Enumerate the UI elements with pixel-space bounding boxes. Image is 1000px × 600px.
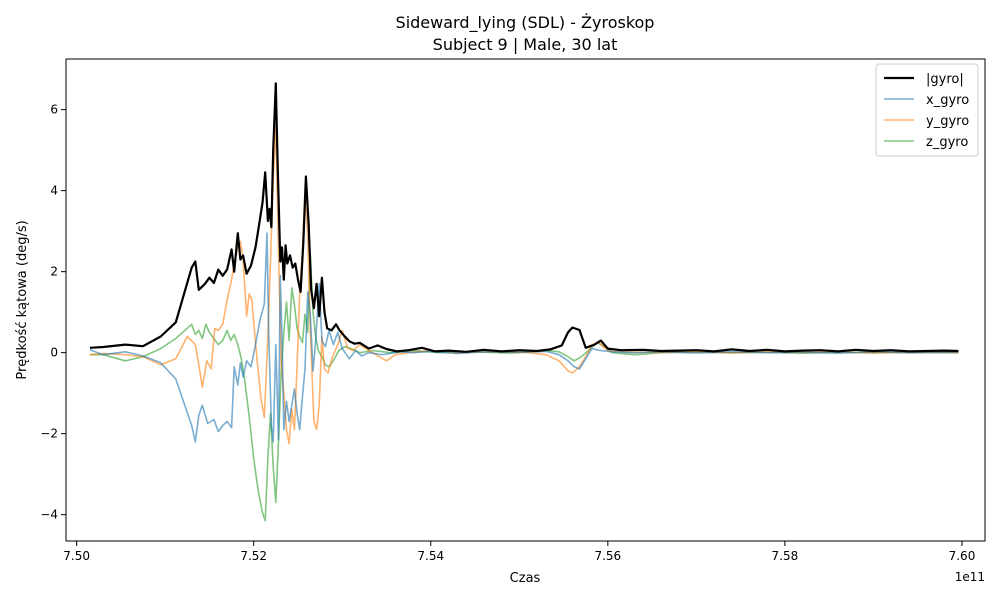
series-line-z_gyro <box>89 254 959 522</box>
y-tick-label: −4 <box>40 508 58 522</box>
legend: |gyro| x_gyro y_gyro z_gyro <box>875 63 979 157</box>
series-line-gyro <box>89 82 959 353</box>
x-tick-label: 7.50 <box>63 549 90 563</box>
legend-label: x_gyro <box>926 93 969 108</box>
y-tick-label: 6 <box>50 103 58 117</box>
y-axis-label: Prędkość kątowa (deg/s) <box>15 220 30 379</box>
plot-frame <box>65 58 986 542</box>
y-tick-label: 4 <box>50 184 58 198</box>
chart-title-line-1: Sideward_lying (SDL) - Żyroskop <box>396 13 655 33</box>
y-tick-label: 2 <box>50 265 58 279</box>
y-axis: −4 −2 0 2 4 6 <box>40 103 66 522</box>
series-line-x_gyro <box>89 232 959 443</box>
series-line-y_gyro <box>89 125 959 445</box>
series-layer <box>89 82 959 522</box>
chart-title-line-2: Subject 9 | Male, 30 lat <box>433 35 618 54</box>
x-axis: 7.50 7.52 7.54 7.56 7.58 7.60 <box>63 541 975 563</box>
x-axis-offset-label: 1e11 <box>955 570 985 584</box>
x-tick-label: 7.58 <box>772 549 799 563</box>
y-tick-label: −2 <box>40 427 58 441</box>
legend-label: z_gyro <box>926 135 968 150</box>
x-axis-label: Czas <box>510 571 541 586</box>
x-tick-label: 7.52 <box>240 549 267 563</box>
legend-box <box>875 63 979 157</box>
x-tick-label: 7.60 <box>949 549 976 563</box>
y-tick-label: 0 <box>50 346 58 360</box>
legend-label: y_gyro <box>926 114 969 129</box>
legend-label: |gyro| <box>926 72 964 87</box>
x-tick-label: 7.54 <box>417 549 444 563</box>
x-tick-label: 7.56 <box>594 549 621 563</box>
